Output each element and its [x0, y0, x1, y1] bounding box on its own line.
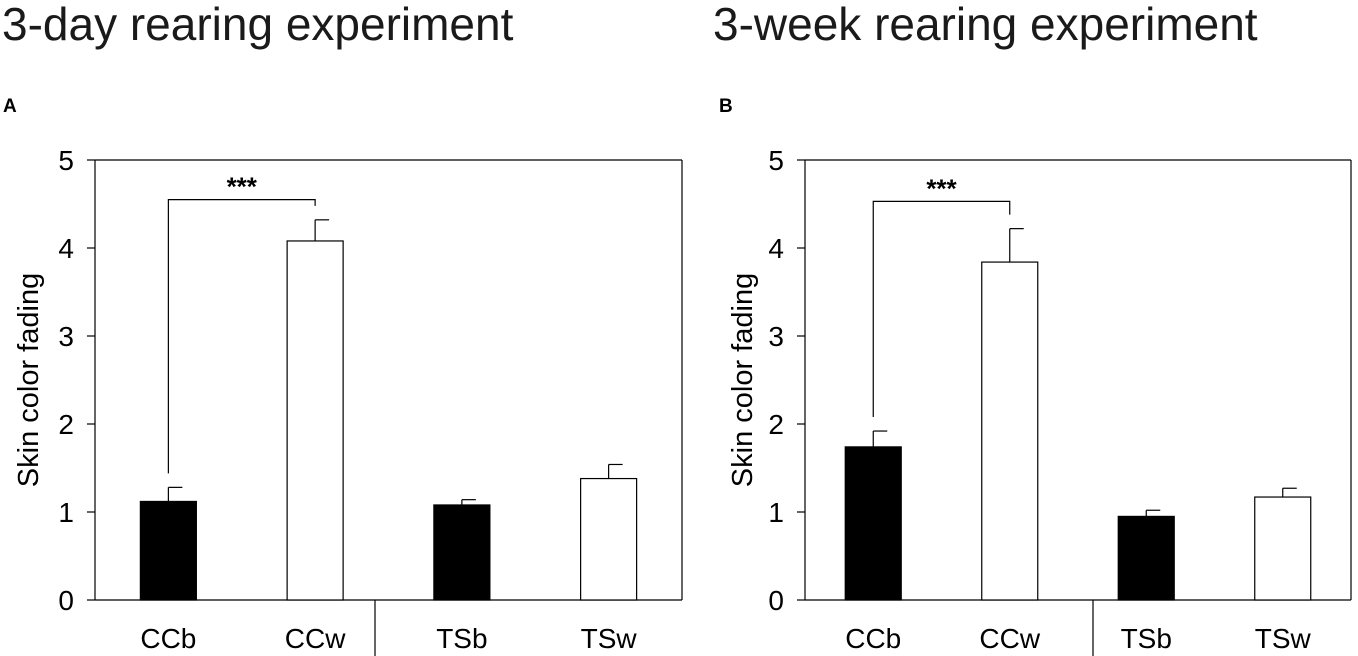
significance-bracket	[167, 199, 316, 474]
x-tick-label: TSw	[581, 623, 638, 654]
bar-ccw	[286, 240, 344, 601]
y-tick-label: 5	[58, 145, 74, 176]
y-tick-label: 4	[768, 233, 784, 264]
x-tick-label: TSw	[1255, 623, 1312, 654]
y-tick-label: 5	[768, 145, 784, 176]
bar-tsb	[433, 504, 491, 601]
chart-title: 3-week rearing experiment	[713, 0, 1258, 50]
significance-bracket	[872, 200, 1011, 418]
panel-label: B	[719, 96, 733, 117]
y-tick-label: 4	[58, 233, 74, 264]
x-tick-label: CCw	[285, 623, 346, 654]
x-tick-label: TSb	[1121, 623, 1172, 654]
y-axis-label: Skin color fading	[13, 273, 45, 487]
x-tick-label: CCb	[845, 623, 901, 654]
y-axis-label: Skin color fading	[727, 273, 759, 487]
x-tick-label: TSb	[436, 623, 487, 654]
y-tick-label: 2	[58, 409, 74, 440]
chart-title: 3-day rearing experiment	[2, 0, 514, 50]
y-tick-label: 0	[58, 585, 74, 616]
y-tick-label: 1	[768, 497, 784, 528]
panel-label: A	[3, 96, 17, 117]
bar-ccb	[139, 500, 197, 601]
bar-tsb	[1117, 515, 1175, 601]
x-tick-label: CCb	[140, 623, 196, 654]
bar-tsw	[1254, 496, 1312, 601]
significance-label: ***	[926, 173, 957, 203]
significance-label: ***	[227, 172, 258, 202]
bar-ccb	[844, 446, 902, 601]
panel-a-chart: 3-day rearing experiment A 0 1 2 3 4 5 Skin colo…	[2, 0, 683, 656]
y-tick-label: 1	[58, 497, 74, 528]
bar-tsw	[580, 477, 638, 601]
y-tick-label: 3	[58, 321, 74, 352]
panel-b-chart: 3-week rearing experiment B 0 1 2 3 4 5 Skin col…	[713, 0, 1352, 656]
x-tick-label: CCw	[979, 623, 1040, 654]
bar-ccw	[981, 261, 1039, 601]
y-tick-label: 0	[768, 585, 784, 616]
y-tick-label: 3	[768, 321, 784, 352]
y-tick-label: 2	[768, 409, 784, 440]
